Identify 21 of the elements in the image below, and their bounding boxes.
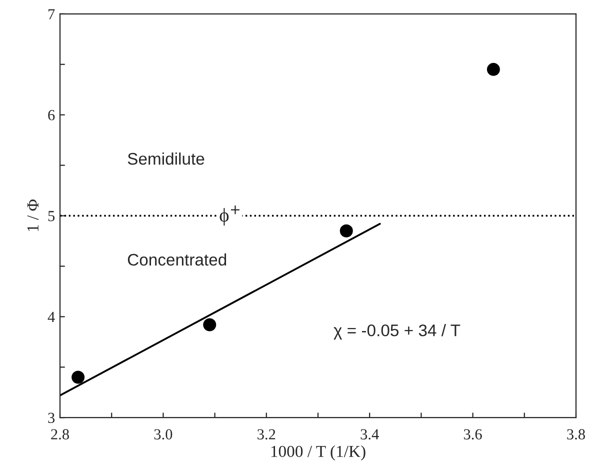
y-axis-title: 1 / Φ — [27, 200, 39, 232]
point — [203, 318, 216, 332]
x-tick-label: 2.8 — [51, 429, 69, 440]
y-tick-label: 3 — [48, 412, 55, 424]
x-tick-label: 3.2 — [258, 429, 276, 440]
point — [486, 62, 500, 76]
annotation: ϕ$^{+}$ — [220, 206, 240, 226]
x-axis-title: 1000 / T (1/K) — [271, 445, 366, 460]
x-tick-label: 3.6 — [464, 429, 482, 440]
x-tick-label: 3.4 — [360, 429, 379, 440]
annotation: Concentrated — [128, 253, 226, 266]
x-tick-label: 3.8 — [567, 429, 585, 440]
x-tick-label: 3.0 — [154, 429, 172, 440]
annotation: χ = -0.05 + 34 / T — [334, 324, 460, 340]
y-tick-label: 7 — [48, 9, 55, 20]
point — [72, 370, 85, 384]
y-tick-label: 5 — [48, 211, 55, 222]
point — [340, 224, 353, 238]
y-tick-label: 6 — [48, 110, 55, 120]
annotation: Semidilute — [128, 152, 204, 165]
y-tick-label: 4 — [48, 312, 55, 322]
